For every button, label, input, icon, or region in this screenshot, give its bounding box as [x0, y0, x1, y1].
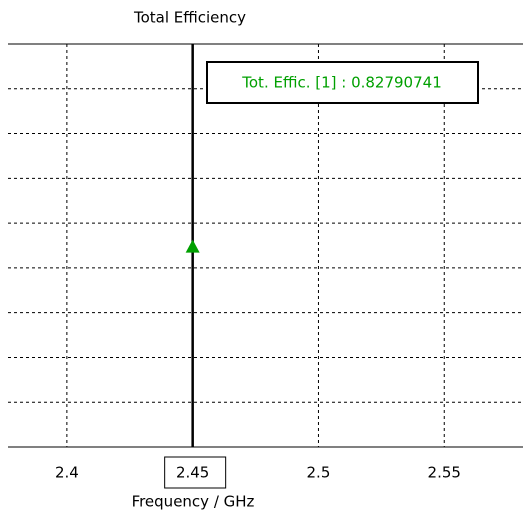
chart-title: Total Efficiency: [133, 9, 246, 27]
marker-x-box: [164, 456, 227, 489]
x-tick-label: 2.5: [307, 464, 331, 482]
marker-label-box: [206, 61, 479, 104]
x-axis-label: Frequency / GHz: [132, 493, 255, 511]
x-tick-label: 2.45: [176, 464, 209, 482]
marker-point: [185, 239, 200, 253]
marker-label: Tot. Effic. [1] : 0.82790741: [241, 74, 441, 92]
x-tick-label: 2.4: [55, 464, 79, 482]
x-tick-label: 2.55: [428, 464, 461, 482]
